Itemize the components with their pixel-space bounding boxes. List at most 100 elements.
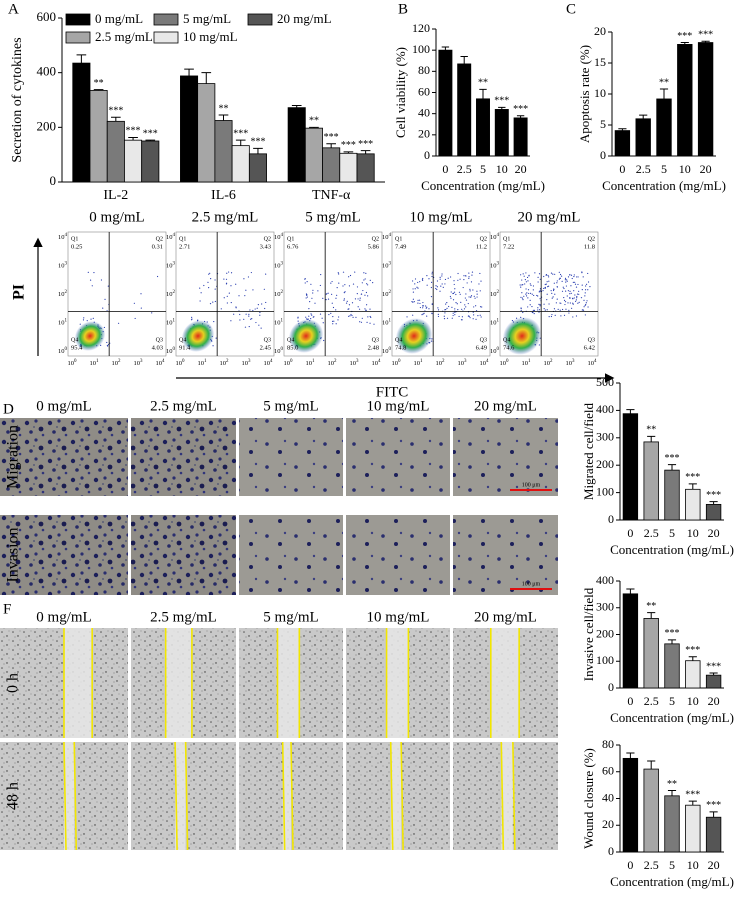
event-dot <box>336 294 338 296</box>
y-tick-label: 120 <box>412 21 430 35</box>
bar <box>106 120 125 183</box>
event-dot <box>469 296 472 298</box>
event-dot <box>304 278 306 280</box>
event-dot <box>331 302 333 304</box>
event-dot <box>463 278 465 281</box>
event-dot <box>548 303 550 305</box>
event-dot <box>576 276 578 278</box>
event-dot <box>230 272 233 274</box>
flow-tick-label: 102 <box>58 290 68 298</box>
y-tick-label: 0 <box>608 680 614 694</box>
event-dot <box>571 307 573 309</box>
event-dot <box>100 279 103 281</box>
significance-label: *** <box>685 645 700 656</box>
event-dot <box>245 289 247 291</box>
event-dot <box>323 339 325 342</box>
event-dot <box>372 282 374 284</box>
event-dot <box>252 289 254 291</box>
event-dot <box>457 272 459 275</box>
event-dot <box>572 298 574 300</box>
event-dot <box>338 273 340 275</box>
event-dot <box>543 303 545 305</box>
x-tick-label: 10 <box>679 162 691 176</box>
event-dot <box>327 292 329 294</box>
event-dot <box>255 321 257 324</box>
event-dot <box>243 318 245 320</box>
tick-base: 10 <box>490 348 497 355</box>
significance-label: *** <box>358 139 373 150</box>
error-bar <box>479 88 487 99</box>
flow-tick-label: 104 <box>58 233 68 241</box>
bar <box>643 618 659 689</box>
bar <box>614 130 631 157</box>
event-dot <box>362 289 364 292</box>
density-blob <box>181 320 215 352</box>
tick-base: 10 <box>382 320 389 327</box>
bar <box>664 795 680 853</box>
event-dot <box>473 314 475 316</box>
event-dot <box>463 308 466 310</box>
event-dot <box>569 293 571 295</box>
quadrant-name: Q1 <box>71 236 78 242</box>
event-dot <box>554 293 556 295</box>
event-dot <box>551 292 553 294</box>
event-dot <box>539 278 541 280</box>
flow-tick-label: 100 <box>392 359 402 367</box>
event-dot <box>570 285 572 287</box>
event-dot <box>223 278 225 280</box>
bar <box>89 90 108 183</box>
event-dot <box>422 301 424 304</box>
bar <box>622 593 639 689</box>
quadrant-name: Q2 <box>372 236 379 242</box>
error-bar <box>626 752 635 759</box>
event-dot <box>451 306 453 308</box>
event-dot <box>560 302 562 304</box>
flow-tick-label: 100 <box>284 359 294 367</box>
event-dot <box>248 315 250 317</box>
event-dot <box>570 292 572 294</box>
event-dot <box>585 303 587 306</box>
event-dot <box>582 276 584 278</box>
event-dot <box>354 298 357 300</box>
event-dot <box>577 283 579 286</box>
column-title: 20 mg/mL <box>474 398 537 414</box>
tick-base: 10 <box>156 360 163 367</box>
event-dot <box>448 305 450 308</box>
tick-base: 10 <box>306 360 313 367</box>
event-dot <box>561 280 563 282</box>
bar <box>476 98 490 157</box>
bar <box>656 98 672 157</box>
significance-label: *** <box>513 104 528 115</box>
event-dot <box>555 302 557 304</box>
event-dot <box>319 284 321 287</box>
event-dot <box>117 322 120 324</box>
tick-base: 10 <box>166 320 173 327</box>
legend-swatch <box>247 13 273 26</box>
event-dot <box>89 279 92 281</box>
event-dot <box>330 312 332 314</box>
event-dot <box>520 274 522 276</box>
tick-exponent: 3 <box>140 359 143 364</box>
bar <box>494 109 509 157</box>
event-dot <box>444 283 446 285</box>
bar <box>685 804 701 853</box>
flow-tick-label: 100 <box>176 359 186 367</box>
quadrant-value: 91.4 <box>179 344 191 351</box>
tick-base: 10 <box>90 360 97 367</box>
event-dot <box>431 271 433 273</box>
event-dot <box>431 273 433 275</box>
wound-edge <box>400 741 404 851</box>
event-dot <box>321 317 323 319</box>
flow-tick-label: 102 <box>220 359 230 367</box>
event-dot <box>330 282 332 284</box>
flow-tick-label: 100 <box>500 359 510 367</box>
event-dot <box>245 313 247 315</box>
error-bar <box>639 114 648 119</box>
transwell-image <box>0 418 128 496</box>
bar <box>180 75 199 183</box>
event-dot <box>564 303 566 306</box>
tick-base: 10 <box>500 360 507 367</box>
wound-edge <box>174 741 178 851</box>
bar <box>685 660 701 689</box>
event-dot <box>200 292 202 294</box>
